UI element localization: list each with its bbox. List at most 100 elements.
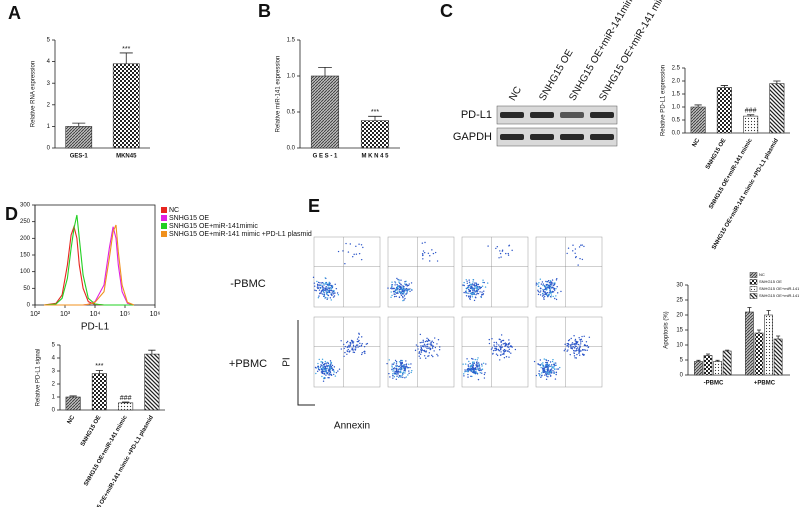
dot xyxy=(475,290,478,292)
dot xyxy=(548,286,550,289)
dot xyxy=(552,284,555,287)
dot xyxy=(402,373,404,375)
dot xyxy=(346,340,349,343)
bar xyxy=(713,361,722,376)
y-tick-label: 3 xyxy=(52,369,56,375)
dot xyxy=(419,353,422,355)
dot xyxy=(332,296,335,298)
dot xyxy=(403,295,406,297)
dot xyxy=(404,372,406,374)
dot xyxy=(364,350,366,353)
dot xyxy=(417,345,419,348)
x-tick-label: GES-1 xyxy=(70,154,89,160)
dot xyxy=(543,358,545,360)
dot xyxy=(398,281,400,283)
dot xyxy=(356,344,358,346)
dot xyxy=(470,283,473,286)
dot xyxy=(481,365,483,367)
legend-swatch xyxy=(749,286,758,292)
dot xyxy=(401,361,404,364)
dot xyxy=(473,293,475,295)
dot xyxy=(555,364,557,366)
x-tick-label: -PBMC xyxy=(704,381,724,387)
dot xyxy=(583,335,585,337)
dot xyxy=(542,289,545,292)
dot xyxy=(542,371,544,374)
dot xyxy=(481,285,484,287)
bar xyxy=(144,353,160,411)
dot xyxy=(422,341,425,343)
bar xyxy=(360,120,390,149)
dot xyxy=(402,372,404,374)
dot xyxy=(547,293,550,296)
dot xyxy=(314,289,316,291)
dot xyxy=(486,282,489,284)
dot xyxy=(549,295,552,298)
dot xyxy=(549,373,551,375)
dot xyxy=(468,295,470,297)
dot xyxy=(464,371,466,373)
dot xyxy=(537,283,539,285)
legend-label: SNHG15 OE xyxy=(169,215,209,222)
dot xyxy=(548,292,551,294)
dot xyxy=(468,360,470,363)
dot xyxy=(397,290,399,292)
dot xyxy=(323,368,325,370)
dot xyxy=(535,374,538,377)
dot xyxy=(551,279,554,281)
dot xyxy=(549,285,551,288)
dot xyxy=(389,376,391,378)
dot xyxy=(570,346,572,348)
dot xyxy=(566,350,568,352)
dot xyxy=(553,362,555,364)
dot xyxy=(323,376,325,379)
dot xyxy=(581,258,584,261)
dot xyxy=(474,296,477,298)
dot xyxy=(431,347,434,349)
dot xyxy=(469,283,471,285)
bar xyxy=(694,361,703,376)
dot xyxy=(317,281,320,284)
dot xyxy=(318,289,321,291)
dot xyxy=(473,368,475,370)
dot xyxy=(575,348,578,350)
dot xyxy=(578,337,580,339)
dot xyxy=(433,350,435,352)
dot xyxy=(393,362,395,364)
dot xyxy=(436,260,439,262)
dot xyxy=(322,367,324,369)
dot xyxy=(360,244,363,246)
dot xyxy=(404,290,406,292)
dot xyxy=(399,368,401,371)
dot xyxy=(567,339,570,342)
dot xyxy=(499,250,501,252)
dot xyxy=(410,371,412,374)
dot xyxy=(547,373,550,376)
error-bar xyxy=(696,359,701,362)
dot xyxy=(393,376,396,378)
dot xyxy=(325,364,328,366)
dot xyxy=(358,243,360,245)
dot xyxy=(547,366,549,369)
dot xyxy=(477,290,479,292)
dot xyxy=(576,347,579,349)
dot xyxy=(424,350,426,353)
y-tick-label: 5 xyxy=(680,358,684,364)
dot xyxy=(422,258,424,260)
dot xyxy=(573,350,575,352)
dot xyxy=(324,369,327,371)
dot xyxy=(399,367,401,369)
dot xyxy=(423,355,426,357)
dot xyxy=(483,373,486,376)
dot xyxy=(552,291,555,293)
histogram-line xyxy=(44,226,135,306)
dot xyxy=(391,368,393,371)
dot xyxy=(481,372,483,374)
dot xyxy=(468,367,470,370)
dot xyxy=(472,284,474,286)
legend-swatch xyxy=(161,207,167,213)
y-tick-label: 2 xyxy=(52,382,56,388)
dot xyxy=(579,257,581,260)
dot xyxy=(434,337,436,339)
row-label: GAPDH xyxy=(453,131,492,143)
